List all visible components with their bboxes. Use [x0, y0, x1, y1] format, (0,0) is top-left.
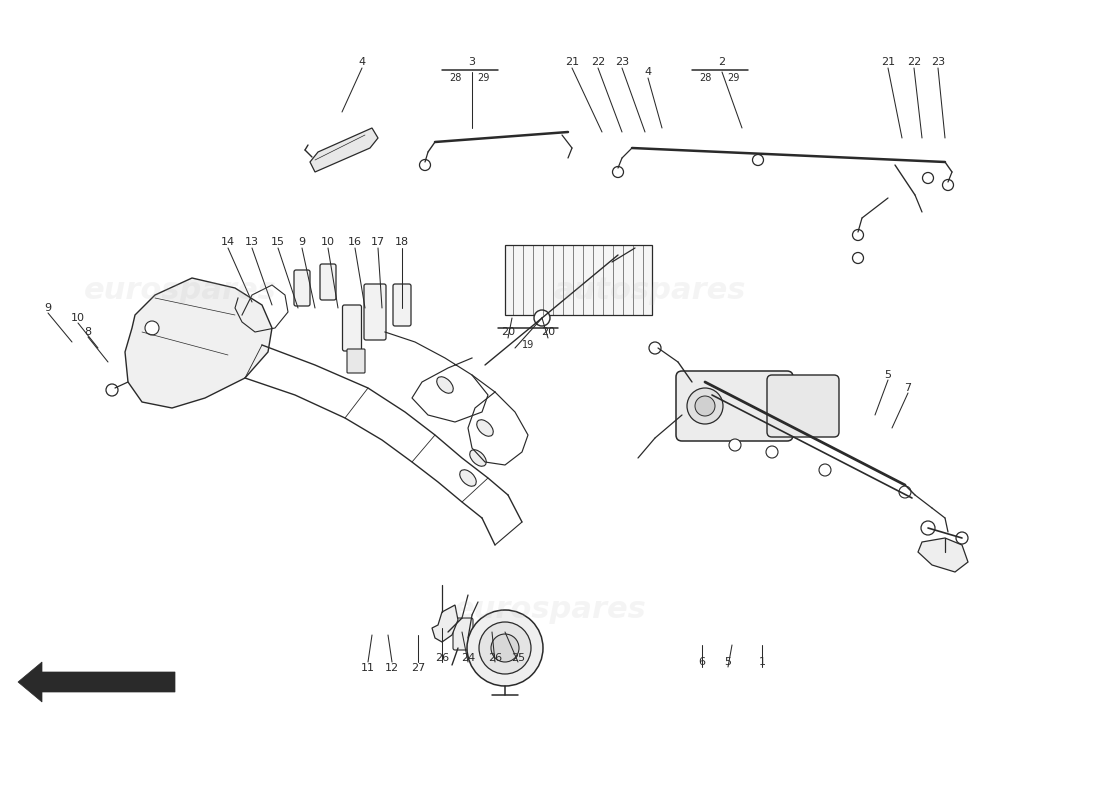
Circle shape [820, 464, 830, 476]
Text: 5: 5 [725, 657, 732, 667]
Text: 9: 9 [298, 237, 306, 247]
Text: 10: 10 [72, 313, 85, 323]
Circle shape [943, 179, 954, 190]
Text: 26: 26 [488, 653, 502, 663]
FancyBboxPatch shape [364, 284, 386, 340]
Text: 28: 28 [449, 73, 461, 83]
Circle shape [923, 173, 934, 183]
Text: 20: 20 [541, 327, 556, 337]
Text: 17: 17 [371, 237, 385, 247]
Text: 22: 22 [591, 57, 605, 67]
Text: 20: 20 [500, 327, 515, 337]
Text: 2: 2 [718, 57, 726, 67]
Text: 4: 4 [645, 67, 651, 77]
Circle shape [729, 439, 741, 451]
Polygon shape [18, 662, 175, 702]
FancyBboxPatch shape [676, 371, 793, 441]
FancyBboxPatch shape [393, 284, 411, 326]
Text: 10: 10 [321, 237, 336, 247]
Text: eurospares: eurospares [84, 275, 276, 305]
Circle shape [419, 159, 430, 170]
Text: 6: 6 [698, 657, 705, 667]
Ellipse shape [460, 470, 476, 486]
Circle shape [852, 230, 864, 241]
FancyBboxPatch shape [320, 264, 336, 300]
Polygon shape [310, 128, 378, 172]
Text: 8: 8 [85, 327, 91, 337]
FancyBboxPatch shape [453, 618, 473, 650]
Polygon shape [432, 605, 458, 642]
Circle shape [688, 388, 723, 424]
Circle shape [852, 253, 864, 263]
Text: 21: 21 [881, 57, 895, 67]
FancyBboxPatch shape [346, 349, 365, 373]
Ellipse shape [470, 450, 486, 466]
Circle shape [766, 446, 778, 458]
Text: 14: 14 [221, 237, 235, 247]
Text: 3: 3 [469, 57, 475, 67]
Text: autospares: autospares [553, 275, 746, 305]
Circle shape [468, 610, 543, 686]
Circle shape [899, 486, 911, 498]
Circle shape [752, 154, 763, 166]
Text: 22: 22 [906, 57, 921, 67]
Text: 25: 25 [510, 653, 525, 663]
Text: 15: 15 [271, 237, 285, 247]
Ellipse shape [476, 420, 493, 436]
Text: 24: 24 [461, 653, 475, 663]
Circle shape [534, 310, 550, 326]
Circle shape [106, 384, 118, 396]
Text: 18: 18 [395, 237, 409, 247]
Circle shape [613, 166, 624, 178]
FancyBboxPatch shape [294, 270, 310, 306]
Text: eurospares: eurospares [453, 595, 647, 625]
Ellipse shape [437, 377, 453, 394]
Text: 19: 19 [521, 340, 535, 350]
Text: 29: 29 [476, 73, 490, 83]
Text: 23: 23 [615, 57, 629, 67]
Text: 28: 28 [698, 73, 712, 83]
Text: 9: 9 [44, 303, 52, 313]
Polygon shape [918, 538, 968, 572]
Text: 5: 5 [884, 370, 891, 380]
Circle shape [145, 321, 160, 335]
Text: 13: 13 [245, 237, 258, 247]
FancyBboxPatch shape [342, 305, 362, 351]
Text: 12: 12 [385, 663, 399, 673]
Polygon shape [125, 278, 272, 408]
Text: 29: 29 [727, 73, 739, 83]
Circle shape [695, 396, 715, 416]
FancyBboxPatch shape [505, 245, 652, 315]
Circle shape [956, 532, 968, 544]
Text: 27: 27 [411, 663, 425, 673]
FancyBboxPatch shape [767, 375, 839, 437]
Circle shape [921, 521, 935, 535]
Text: 7: 7 [904, 383, 912, 393]
Text: 11: 11 [361, 663, 375, 673]
Text: 26: 26 [434, 653, 449, 663]
Circle shape [478, 622, 531, 674]
Text: 16: 16 [348, 237, 362, 247]
Text: 21: 21 [565, 57, 579, 67]
Text: 1: 1 [759, 657, 766, 667]
Circle shape [649, 342, 661, 354]
Text: 4: 4 [359, 57, 365, 67]
Text: 23: 23 [931, 57, 945, 67]
Circle shape [491, 634, 519, 662]
